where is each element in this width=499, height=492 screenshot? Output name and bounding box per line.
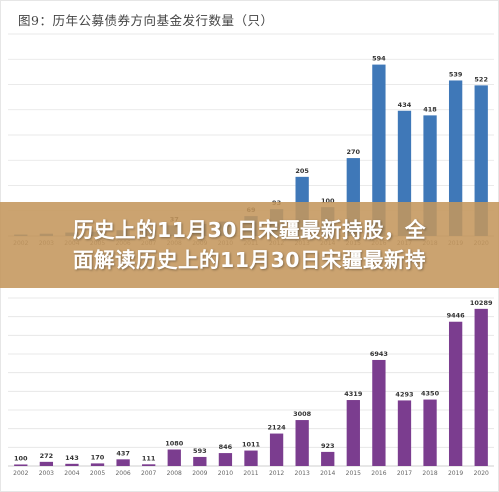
- bar-2009: [193, 456, 207, 466]
- bar-2017: [397, 400, 412, 466]
- bar-2016: [372, 359, 386, 466]
- bar-2018: [423, 399, 437, 466]
- data-label-2017: 434: [398, 101, 412, 109]
- data-label-2016: 594: [372, 55, 386, 63]
- data-label-2015: 4319: [344, 390, 363, 398]
- data-label-2013: 205: [295, 167, 309, 175]
- x-tick-2008: 2008: [167, 470, 182, 477]
- x-tick-2019: 2019: [448, 470, 463, 477]
- x-tick-2010: 2010: [218, 470, 233, 477]
- x-tick-2013: 2013: [295, 470, 310, 477]
- bar-2005: [90, 463, 105, 466]
- bar-2006: [116, 459, 130, 466]
- x-tick-2002: 2002: [13, 470, 28, 477]
- x-tick-2015: 2015: [346, 470, 361, 477]
- bond-fund-scale-chart: 100 2002 272 2003 143 2004 170 2005 437 2006 111 20…: [8, 297, 494, 477]
- data-label-2016: 6943: [370, 350, 388, 358]
- x-tick-2017: 2017: [397, 470, 412, 477]
- data-label-2005: 170: [91, 453, 105, 461]
- data-label-2008: 1080: [165, 440, 184, 448]
- bar-2013: [295, 420, 309, 466]
- data-label-2014: 923: [321, 442, 335, 450]
- bar-2010: [218, 453, 233, 466]
- x-tick-2009: 2009: [192, 470, 207, 477]
- data-label-2010: 846: [219, 443, 233, 451]
- data-label-2017: 4293: [395, 390, 413, 398]
- data-label-2013: 3008: [293, 410, 312, 418]
- x-tick-2003: 2003: [39, 470, 54, 477]
- bar-2012: [269, 433, 284, 466]
- bar-2016: [372, 64, 386, 237]
- data-label-2002: 100: [14, 454, 28, 462]
- data-label-2020: 522: [474, 75, 488, 83]
- data-label-2003: 272: [40, 452, 54, 460]
- data-label-2020: 10289: [470, 299, 493, 307]
- bar-2020: [474, 308, 488, 466]
- bar-2004: [65, 463, 79, 466]
- x-tick-2006: 2006: [115, 470, 130, 477]
- bar-2008: [167, 449, 181, 466]
- data-label-2014: 100: [321, 197, 335, 205]
- x-tick-2014: 2014: [320, 470, 335, 477]
- x-tick-2005: 2005: [90, 470, 105, 477]
- data-label-2018: 4350: [421, 390, 440, 398]
- headline-banner: 历史上的11月30日宋疆最新持股，全 面解读历史上的11月30日宋疆最新持: [0, 202, 499, 288]
- headline-line-2: 面解读历史上的11月30日宋疆最新持: [72, 248, 427, 272]
- bar-2020: [474, 85, 488, 236]
- bar-2019: [448, 80, 463, 237]
- data-label-2004: 143: [65, 454, 79, 462]
- data-label-2006: 437: [116, 449, 130, 457]
- x-tick-2016: 2016: [371, 470, 386, 477]
- bar-2011: [244, 450, 258, 466]
- x-tick-2018: 2018: [422, 470, 437, 477]
- data-label-2009: 593: [193, 447, 207, 455]
- data-label-2019: 9446: [447, 312, 466, 320]
- bar-2014: [321, 451, 335, 466]
- data-label-2018: 418: [423, 105, 437, 113]
- x-tick-2020: 2020: [474, 470, 489, 477]
- bar-2019: [448, 321, 463, 466]
- x-tick-2007: 2007: [141, 470, 156, 477]
- bar-2002: [14, 464, 28, 466]
- headline-line-1: 历史上的11月30日宋疆最新持股，全: [72, 218, 427, 242]
- x-tick-2011: 2011: [243, 470, 258, 477]
- chart-title: 图9：历年公募债券方向基金发行数量（只）: [18, 13, 274, 28]
- bar-2007: [142, 464, 156, 466]
- bar-2003: [39, 461, 54, 466]
- data-label-2019: 539: [449, 70, 463, 78]
- x-tick-2012: 2012: [269, 470, 284, 477]
- data-label-2012: 2124: [268, 424, 287, 432]
- data-label-2011: 1011: [242, 441, 261, 449]
- data-label-2015: 270: [347, 148, 361, 156]
- x-tick-2004: 2004: [64, 470, 79, 477]
- bar-2015: [346, 400, 360, 466]
- data-label-2007: 111: [142, 454, 156, 462]
